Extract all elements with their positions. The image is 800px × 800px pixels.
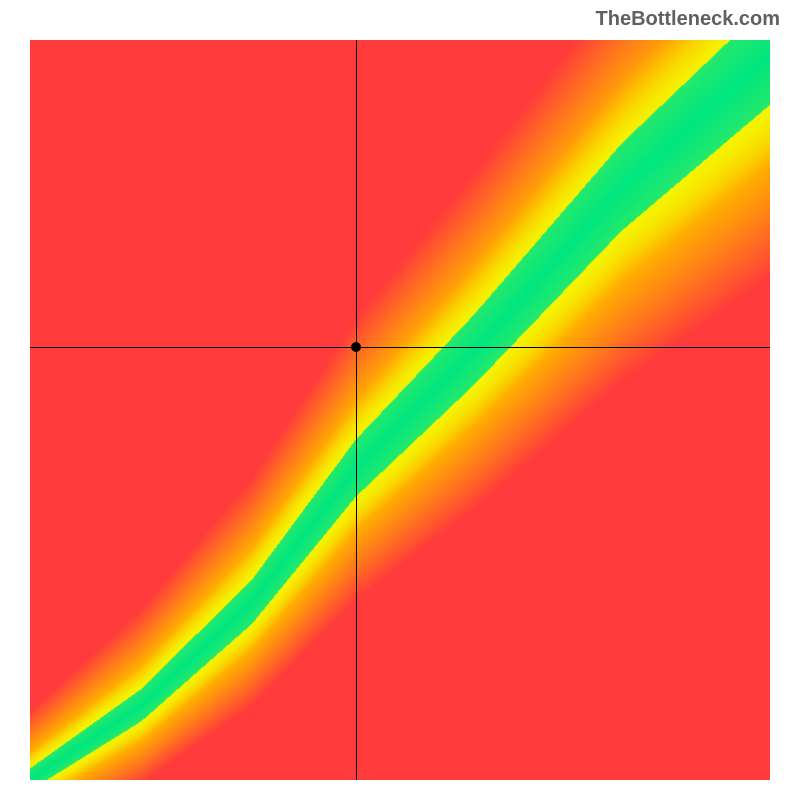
- marker-point: [351, 342, 361, 352]
- watermark-text: TheBottleneck.com: [596, 8, 780, 31]
- heatmap-canvas: [30, 40, 770, 780]
- crosshair-horizontal: [30, 347, 770, 348]
- crosshair-vertical: [356, 40, 357, 780]
- heatmap-chart: [30, 40, 770, 780]
